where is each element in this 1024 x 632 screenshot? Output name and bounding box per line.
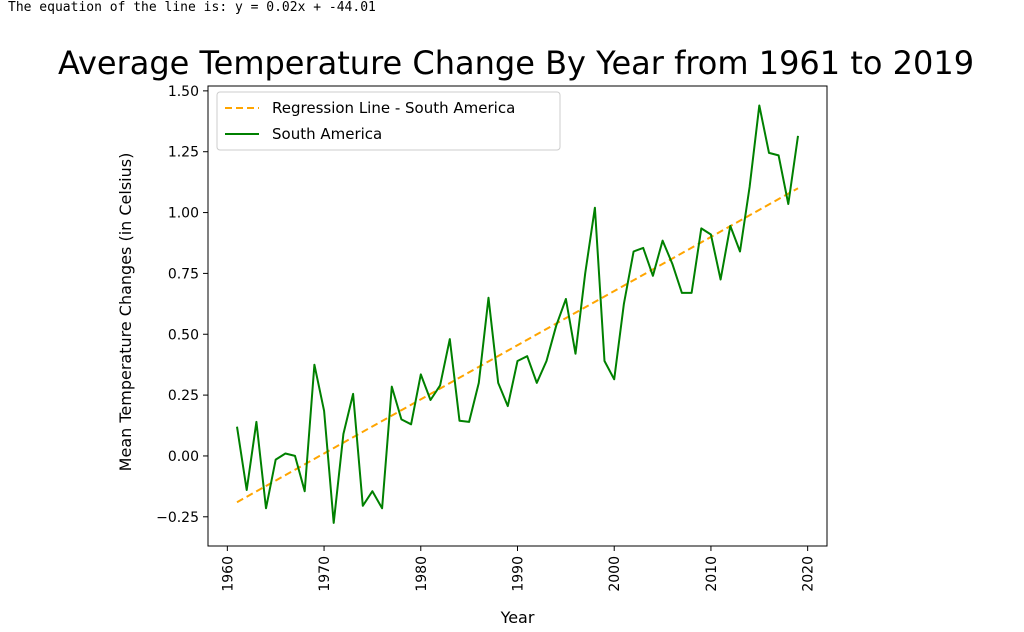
y-tick-label: 0.75 — [168, 266, 199, 282]
y-tick-label: 1.50 — [168, 84, 199, 100]
x-tick-label: 2000 — [607, 556, 623, 592]
legend-label: South America — [272, 125, 382, 143]
x-axis-title: Year — [500, 608, 535, 627]
y-axis-title: Mean Temperature Changes (in Celsius) — [116, 153, 135, 472]
y-tick-label: −0.25 — [156, 510, 199, 526]
regression-line — [236, 187, 799, 504]
y-tick-label: 0.50 — [168, 327, 199, 343]
legend-box — [216, 91, 561, 151]
x-tick-label: 1970 — [317, 556, 333, 592]
x-tick-label: 2020 — [801, 556, 817, 592]
x-tick-label: 2010 — [704, 556, 720, 592]
x-tick-label: 1990 — [511, 556, 527, 592]
chart-title: Average Temperature Change By Year from … — [58, 44, 974, 82]
x-tick-label: 1960 — [220, 556, 236, 592]
y-tick-label: 0.25 — [168, 388, 199, 404]
y-tick-label: 0.00 — [168, 449, 199, 465]
regression-equation-output: The equation of the line is: y = 0.02x +… — [8, 0, 376, 15]
y-tick-label: 1.25 — [168, 145, 199, 161]
y-tick-label: 1.00 — [168, 206, 199, 222]
x-tick-label: 1980 — [414, 556, 430, 592]
south-america-line — [236, 104, 799, 524]
legend-label: Regression Line - South America — [272, 99, 515, 117]
